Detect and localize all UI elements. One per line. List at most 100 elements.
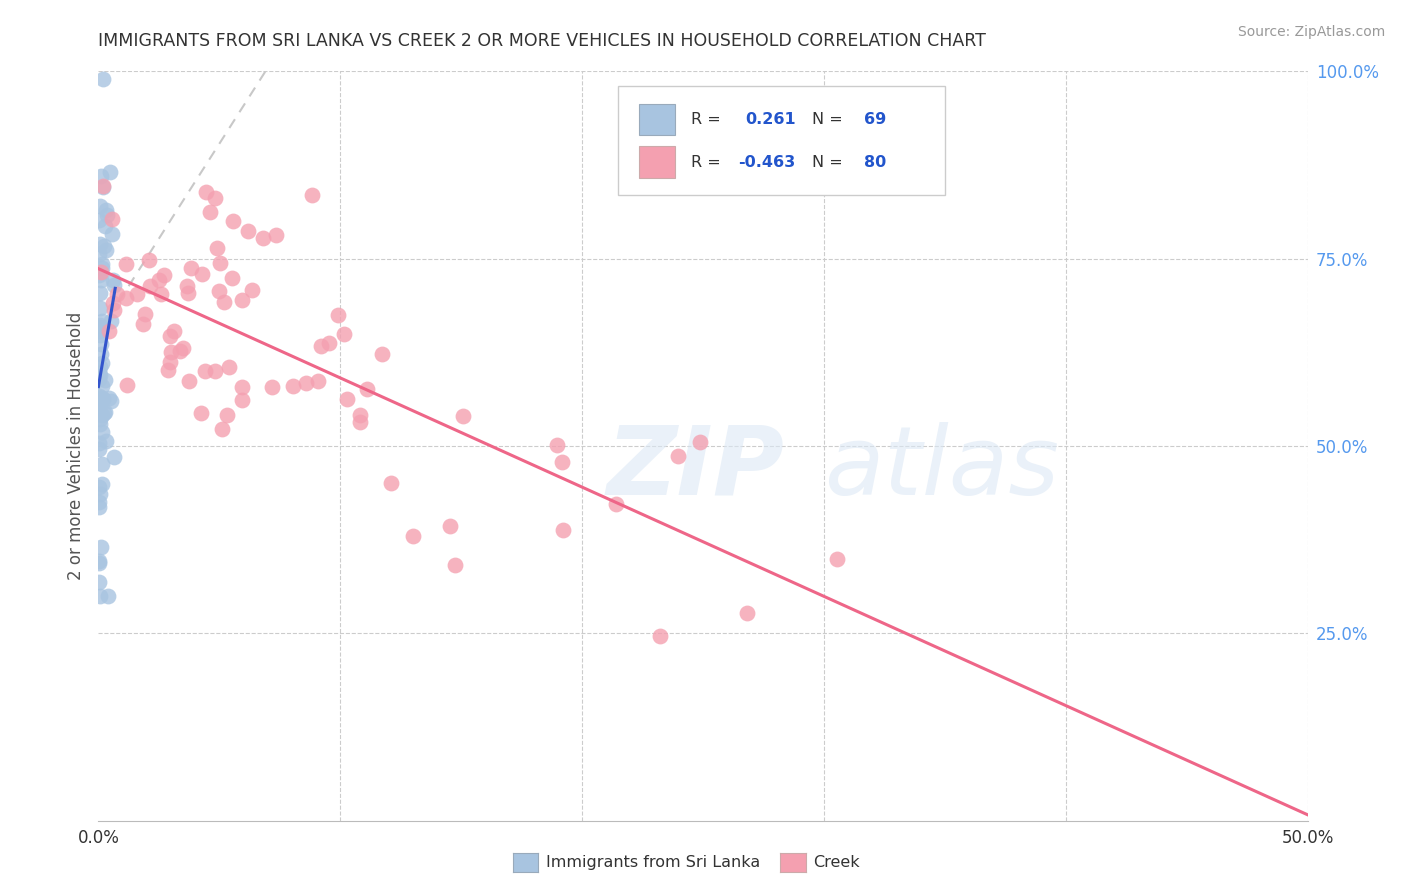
- Point: [172, 341, 194, 355]
- Point: [307, 374, 329, 388]
- Point: [89, 417, 111, 431]
- Point: [94, 373, 117, 387]
- Point: [89, 575, 111, 590]
- Point: [91, 379, 114, 393]
- Point: [91, 457, 114, 471]
- Point: [356, 382, 378, 396]
- Point: [115, 378, 138, 392]
- Point: [89, 372, 111, 386]
- Point: [87, 320, 110, 334]
- Point: [204, 191, 226, 205]
- Point: [91, 178, 114, 193]
- Point: [153, 268, 176, 283]
- Point: [96, 244, 118, 258]
- Point: [156, 362, 179, 376]
- Point: [103, 302, 125, 317]
- Point: [91, 392, 114, 407]
- Point: [301, 187, 323, 202]
- Point: [735, 606, 758, 620]
- Text: R =: R =: [690, 112, 721, 127]
- Point: [101, 273, 124, 287]
- Point: [89, 268, 111, 282]
- Point: [231, 293, 253, 308]
- Point: [114, 257, 136, 271]
- Point: [134, 307, 156, 321]
- Point: [97, 589, 120, 603]
- Point: [98, 325, 121, 339]
- Point: [132, 317, 155, 331]
- Point: [546, 438, 568, 452]
- Point: [89, 237, 111, 252]
- Point: [87, 396, 110, 410]
- Point: [87, 480, 110, 494]
- Point: [94, 404, 117, 418]
- Point: [159, 355, 181, 369]
- Point: [190, 407, 212, 421]
- Point: [204, 363, 226, 377]
- Point: [252, 231, 274, 245]
- Point: [207, 241, 229, 255]
- Point: [93, 406, 115, 420]
- Point: [89, 301, 111, 315]
- Text: Immigrants from Sri Lanka: Immigrants from Sri Lanka: [546, 855, 759, 870]
- Point: [160, 345, 183, 359]
- Point: [194, 364, 217, 378]
- Point: [198, 205, 221, 219]
- Point: [333, 326, 356, 341]
- Point: [90, 257, 112, 271]
- Point: [96, 208, 118, 222]
- Point: [89, 368, 111, 383]
- Point: [89, 247, 111, 261]
- Point: [402, 529, 425, 543]
- Point: [236, 224, 259, 238]
- Point: [231, 380, 253, 394]
- Point: [90, 273, 112, 287]
- Point: [100, 212, 122, 227]
- Point: [439, 518, 461, 533]
- Point: [105, 287, 128, 301]
- Point: [89, 286, 111, 301]
- Point: [90, 347, 112, 361]
- Point: [453, 409, 475, 423]
- Point: [100, 394, 122, 409]
- Point: [87, 556, 110, 570]
- Point: [125, 287, 148, 301]
- Point: [94, 219, 117, 233]
- Point: [281, 379, 304, 393]
- Point: [91, 425, 114, 439]
- Point: [443, 558, 465, 573]
- Point: [90, 314, 112, 328]
- Point: [553, 524, 575, 538]
- Point: [89, 389, 111, 403]
- Point: [115, 291, 138, 305]
- Point: [87, 213, 110, 227]
- Point: [87, 500, 110, 515]
- Bar: [638, 103, 675, 135]
- Point: [90, 391, 112, 405]
- Point: [177, 374, 200, 388]
- Point: [208, 284, 231, 298]
- Point: [93, 239, 115, 253]
- Text: Source: ZipAtlas.com: Source: ZipAtlas.com: [1237, 25, 1385, 39]
- Text: IMMIGRANTS FROM SRI LANKA VS CREEK 2 OR MORE VEHICLES IN HOUSEHOLD CORRELATION C: IMMIGRANTS FROM SRI LANKA VS CREEK 2 OR …: [98, 32, 986, 50]
- Point: [89, 328, 111, 343]
- Point: [97, 392, 120, 406]
- Point: [87, 554, 110, 568]
- Point: [100, 227, 122, 241]
- Point: [326, 308, 349, 322]
- Point: [191, 267, 214, 281]
- Point: [90, 540, 112, 554]
- Point: [90, 265, 112, 279]
- Point: [689, 435, 711, 450]
- Point: [668, 449, 690, 463]
- Text: ZIP: ZIP: [606, 422, 785, 515]
- Text: N =: N =: [811, 154, 842, 169]
- Point: [94, 203, 117, 218]
- Text: 69: 69: [863, 112, 886, 127]
- Point: [349, 408, 371, 422]
- Point: [89, 324, 111, 338]
- Point: [380, 475, 402, 490]
- Point: [87, 391, 110, 405]
- Point: [231, 392, 253, 407]
- Point: [103, 450, 125, 464]
